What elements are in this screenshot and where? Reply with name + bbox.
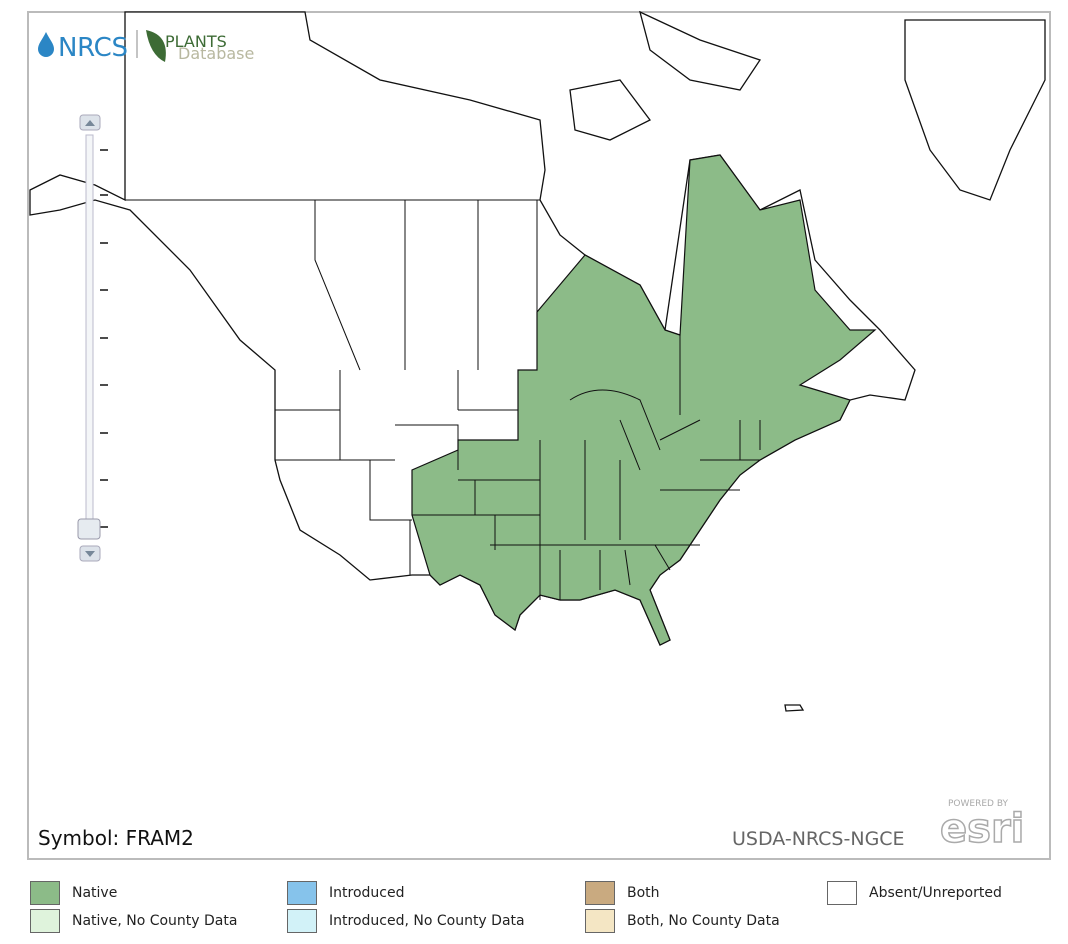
legend-item: Both xyxy=(585,881,660,905)
map: NRCS PLANTS Database Symbol: FRAM2 USDA-… xyxy=(27,10,1051,860)
symbol: Symbol: FRAM2 xyxy=(38,826,194,850)
greenland xyxy=(904,19,1046,201)
legend-swatch xyxy=(827,881,857,905)
island xyxy=(784,704,805,712)
legend-label: Absent/Unreported xyxy=(869,885,1002,901)
legend-item: Native, No County Data xyxy=(30,909,237,933)
esri-logo: esri xyxy=(940,806,1024,852)
legend-item: Native xyxy=(30,881,117,905)
native-range xyxy=(411,154,877,646)
legend-label: Native xyxy=(72,885,118,901)
zoom-track xyxy=(85,134,94,536)
powered-by: POWERED BY xyxy=(948,799,1009,809)
legend-label: Native, No County Data xyxy=(72,913,238,929)
legend-swatch xyxy=(287,881,317,905)
legend-swatch xyxy=(585,881,615,905)
legend-label: Both, No County Data xyxy=(627,913,780,929)
legend-swatch xyxy=(30,909,60,933)
zoom-slider[interactable] xyxy=(77,114,108,562)
legend-label: Both xyxy=(627,885,660,901)
icon xyxy=(85,551,95,557)
borders xyxy=(125,199,761,600)
zoom-ticks xyxy=(100,149,108,528)
plants-logo: PLANTS xyxy=(165,32,227,51)
arctic-island xyxy=(569,79,651,141)
icon xyxy=(85,120,95,126)
legend-swatch xyxy=(287,909,317,933)
nrcs-logo: NRCS xyxy=(58,33,128,63)
nrcs-drop xyxy=(38,32,54,57)
credit: USDA-NRCS-NGCE xyxy=(732,828,905,850)
legend-label: Introduced, No County Data xyxy=(329,913,525,929)
legend-item: Absent/Unreported xyxy=(827,881,1002,905)
plants-leaf xyxy=(146,30,166,62)
zoom-handle[interactable] xyxy=(77,518,101,540)
legend-item: Both, No County Data xyxy=(585,909,780,933)
database-logo: Database xyxy=(178,44,254,63)
arctic-island xyxy=(639,10,762,91)
legend-label: Introduced xyxy=(329,885,405,901)
legend-swatch xyxy=(585,909,615,933)
legend-swatch xyxy=(30,881,60,905)
legend-item: Introduced, No County Data xyxy=(287,909,525,933)
legend-item: Introduced xyxy=(287,881,404,905)
